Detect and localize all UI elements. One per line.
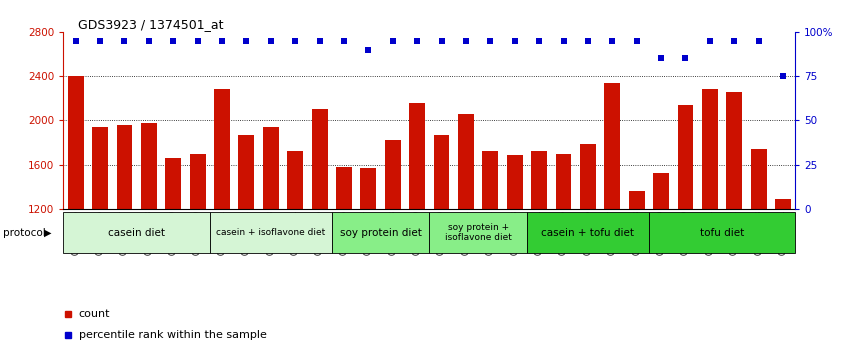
Bar xyxy=(702,89,717,209)
Bar xyxy=(604,83,620,209)
Text: soy protein diet: soy protein diet xyxy=(339,228,421,238)
Bar xyxy=(727,92,742,209)
Text: percentile rank within the sample: percentile rank within the sample xyxy=(79,330,266,341)
Bar xyxy=(507,155,523,209)
Bar xyxy=(311,109,327,209)
Bar xyxy=(409,103,425,209)
Bar xyxy=(63,212,210,253)
Text: casein + isoflavone diet: casein + isoflavone diet xyxy=(217,228,326,237)
Bar xyxy=(649,212,795,253)
Text: casein diet: casein diet xyxy=(108,228,165,238)
Bar xyxy=(580,144,596,209)
Bar xyxy=(332,212,429,253)
Bar xyxy=(556,154,571,209)
Text: soy protein +
isoflavone diet: soy protein + isoflavone diet xyxy=(445,223,512,242)
Bar xyxy=(678,105,694,209)
Bar xyxy=(165,158,181,209)
Bar xyxy=(141,122,157,209)
Bar xyxy=(239,135,255,209)
Bar xyxy=(210,212,332,253)
Bar xyxy=(92,127,108,209)
Bar xyxy=(629,191,645,209)
Bar xyxy=(68,76,84,209)
Bar xyxy=(750,149,766,209)
Text: tofu diet: tofu diet xyxy=(700,228,744,238)
Bar xyxy=(531,152,547,209)
Bar xyxy=(775,199,791,209)
Bar xyxy=(117,125,132,209)
Bar xyxy=(263,127,278,209)
Bar xyxy=(288,152,303,209)
Bar xyxy=(214,89,230,209)
Bar xyxy=(336,167,352,209)
Text: count: count xyxy=(79,309,110,319)
Text: protocol: protocol xyxy=(3,228,46,238)
Text: casein + tofu diet: casein + tofu diet xyxy=(541,228,634,238)
Bar xyxy=(434,135,449,209)
Bar xyxy=(482,152,498,209)
Text: ▶: ▶ xyxy=(44,228,52,238)
Text: GDS3923 / 1374501_at: GDS3923 / 1374501_at xyxy=(78,18,223,31)
Bar xyxy=(429,212,527,253)
Bar xyxy=(190,154,206,209)
Bar xyxy=(653,173,669,209)
Bar xyxy=(385,140,401,209)
Bar xyxy=(360,168,376,209)
Bar xyxy=(458,114,474,209)
Bar xyxy=(527,212,649,253)
